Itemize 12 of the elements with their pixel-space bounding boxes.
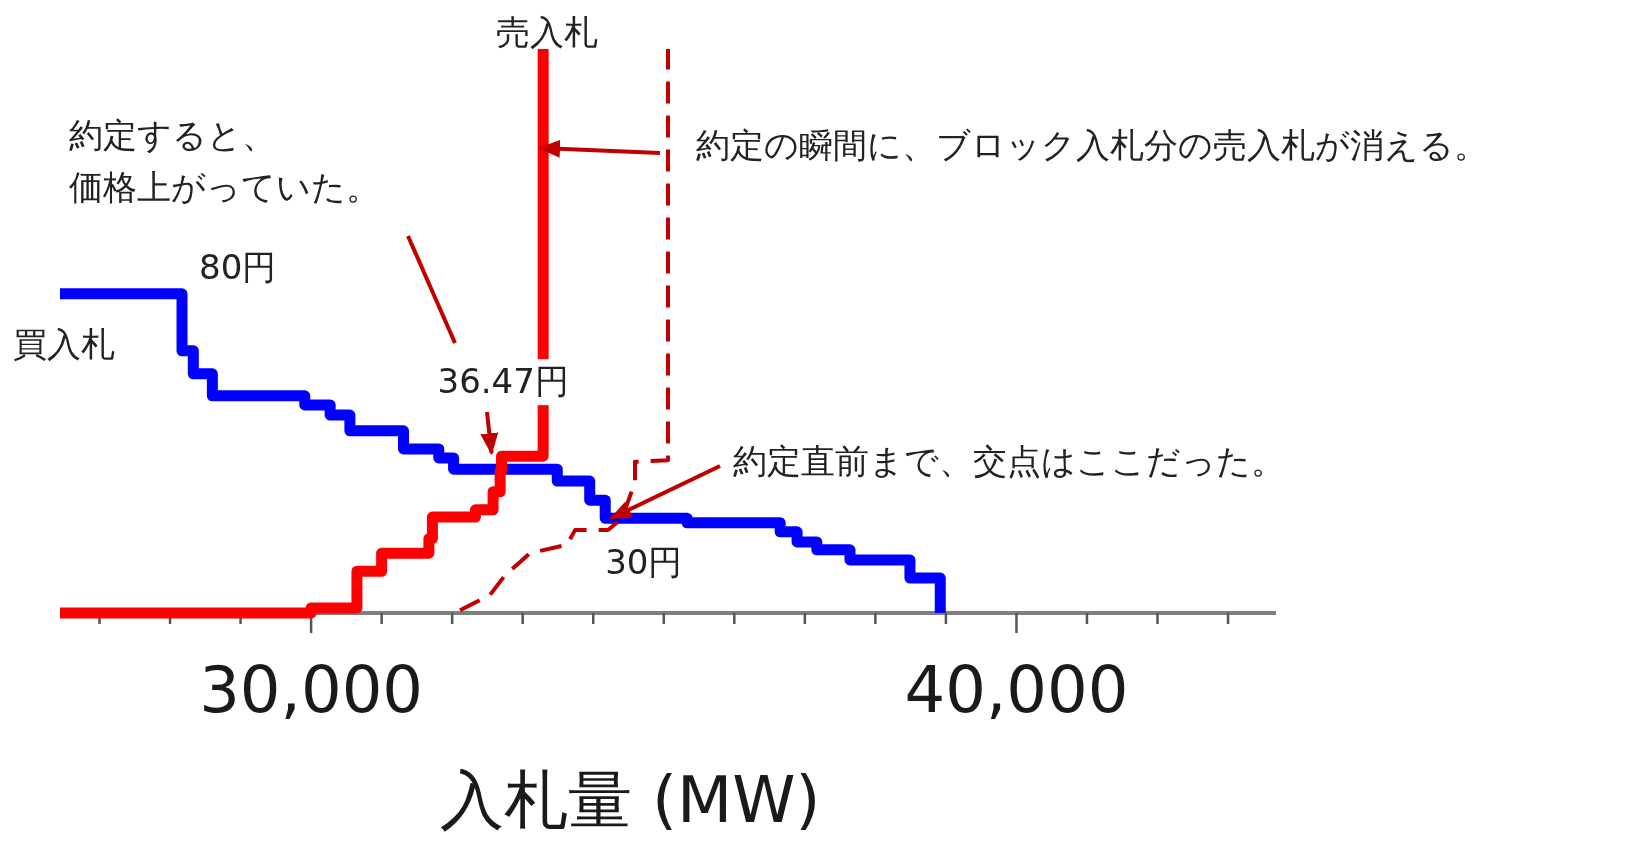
annotation: 36.47円 xyxy=(437,361,569,402)
annotation: 約定直前まで、交点はここだった。 xyxy=(733,441,1286,482)
annotation: 約定すると、 xyxy=(69,115,276,155)
series-label: 買入札 xyxy=(13,324,115,364)
annotation: 約定の瞬間に、ブロック入札分の売入札が消える。 xyxy=(696,125,1488,165)
annotation: 80円 xyxy=(199,246,277,287)
x-axis-title: 入札量 (MW) xyxy=(439,763,821,837)
series-label: 売入札 xyxy=(496,12,598,52)
annotation: 価格上がっていた。 xyxy=(69,167,380,207)
x-tick-label: 30,000 xyxy=(199,653,424,727)
annotation: 30円 xyxy=(605,542,683,583)
x-tick-label: 40,000 xyxy=(904,653,1129,727)
